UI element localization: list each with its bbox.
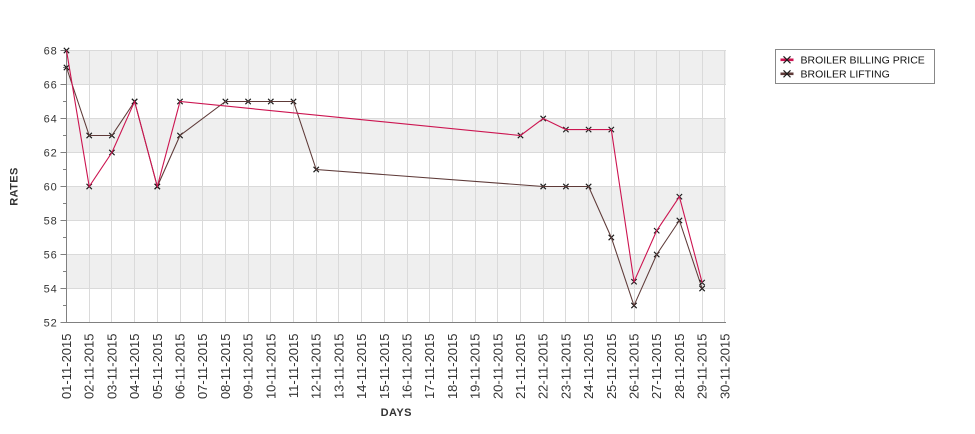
svg-text:18-11-2015: 18-11-2015	[445, 334, 460, 400]
svg-text:07-11-2015: 07-11-2015	[195, 334, 210, 400]
svg-text:08-11-2015: 08-11-2015	[218, 334, 233, 400]
svg-text:68: 68	[44, 46, 58, 58]
svg-text:RATES: RATES	[9, 167, 21, 205]
svg-text:27-11-2015: 27-11-2015	[649, 334, 664, 400]
svg-text:28-11-2015: 28-11-2015	[672, 334, 687, 400]
svg-text:11-11-2015: 11-11-2015	[286, 334, 301, 399]
svg-text:04-11-2015: 04-11-2015	[127, 334, 142, 400]
svg-text:12-11-2015: 12-11-2015	[309, 334, 324, 400]
svg-text:30-11-2015: 30-11-2015	[717, 334, 732, 400]
svg-text:58: 58	[44, 216, 58, 228]
svg-text:21-11-2015: 21-11-2015	[513, 334, 528, 400]
svg-text:10-11-2015: 10-11-2015	[263, 334, 278, 400]
svg-text:05-11-2015: 05-11-2015	[150, 334, 165, 400]
svg-text:20-11-2015: 20-11-2015	[490, 334, 505, 400]
svg-text:BROILER LIFTING: BROILER LIFTING	[801, 69, 890, 81]
svg-text:56: 56	[44, 250, 58, 262]
svg-text:60: 60	[44, 182, 58, 194]
svg-text:DAYS: DAYS	[381, 407, 412, 419]
svg-text:06-11-2015: 06-11-2015	[173, 334, 188, 400]
svg-text:24-11-2015: 24-11-2015	[581, 334, 596, 400]
svg-text:15-11-2015: 15-11-2015	[377, 334, 392, 400]
svg-text:01-11-2015: 01-11-2015	[59, 334, 74, 400]
svg-text:09-11-2015: 09-11-2015	[241, 334, 256, 400]
svg-text:16-11-2015: 16-11-2015	[400, 334, 415, 400]
svg-text:62: 62	[44, 148, 58, 160]
svg-text:64: 64	[44, 114, 58, 126]
svg-text:29-11-2015: 29-11-2015	[695, 334, 710, 400]
svg-text:26-11-2015: 26-11-2015	[627, 334, 642, 400]
svg-text:14-11-2015: 14-11-2015	[354, 334, 369, 400]
svg-text:22-11-2015: 22-11-2015	[536, 334, 551, 400]
svg-text:BROILER BILLING PRICE: BROILER BILLING PRICE	[801, 55, 925, 67]
svg-text:03-11-2015: 03-11-2015	[104, 334, 119, 400]
svg-text:17-11-2015: 17-11-2015	[422, 334, 437, 400]
svg-text:54: 54	[44, 284, 58, 296]
svg-text:25-11-2015: 25-11-2015	[604, 334, 619, 400]
svg-text:19-11-2015: 19-11-2015	[468, 334, 483, 400]
svg-text:66: 66	[44, 80, 58, 92]
svg-text:02-11-2015: 02-11-2015	[82, 334, 97, 400]
svg-text:52: 52	[44, 318, 58, 330]
svg-text:13-11-2015: 13-11-2015	[331, 334, 346, 400]
svg-text:23-11-2015: 23-11-2015	[558, 334, 573, 400]
